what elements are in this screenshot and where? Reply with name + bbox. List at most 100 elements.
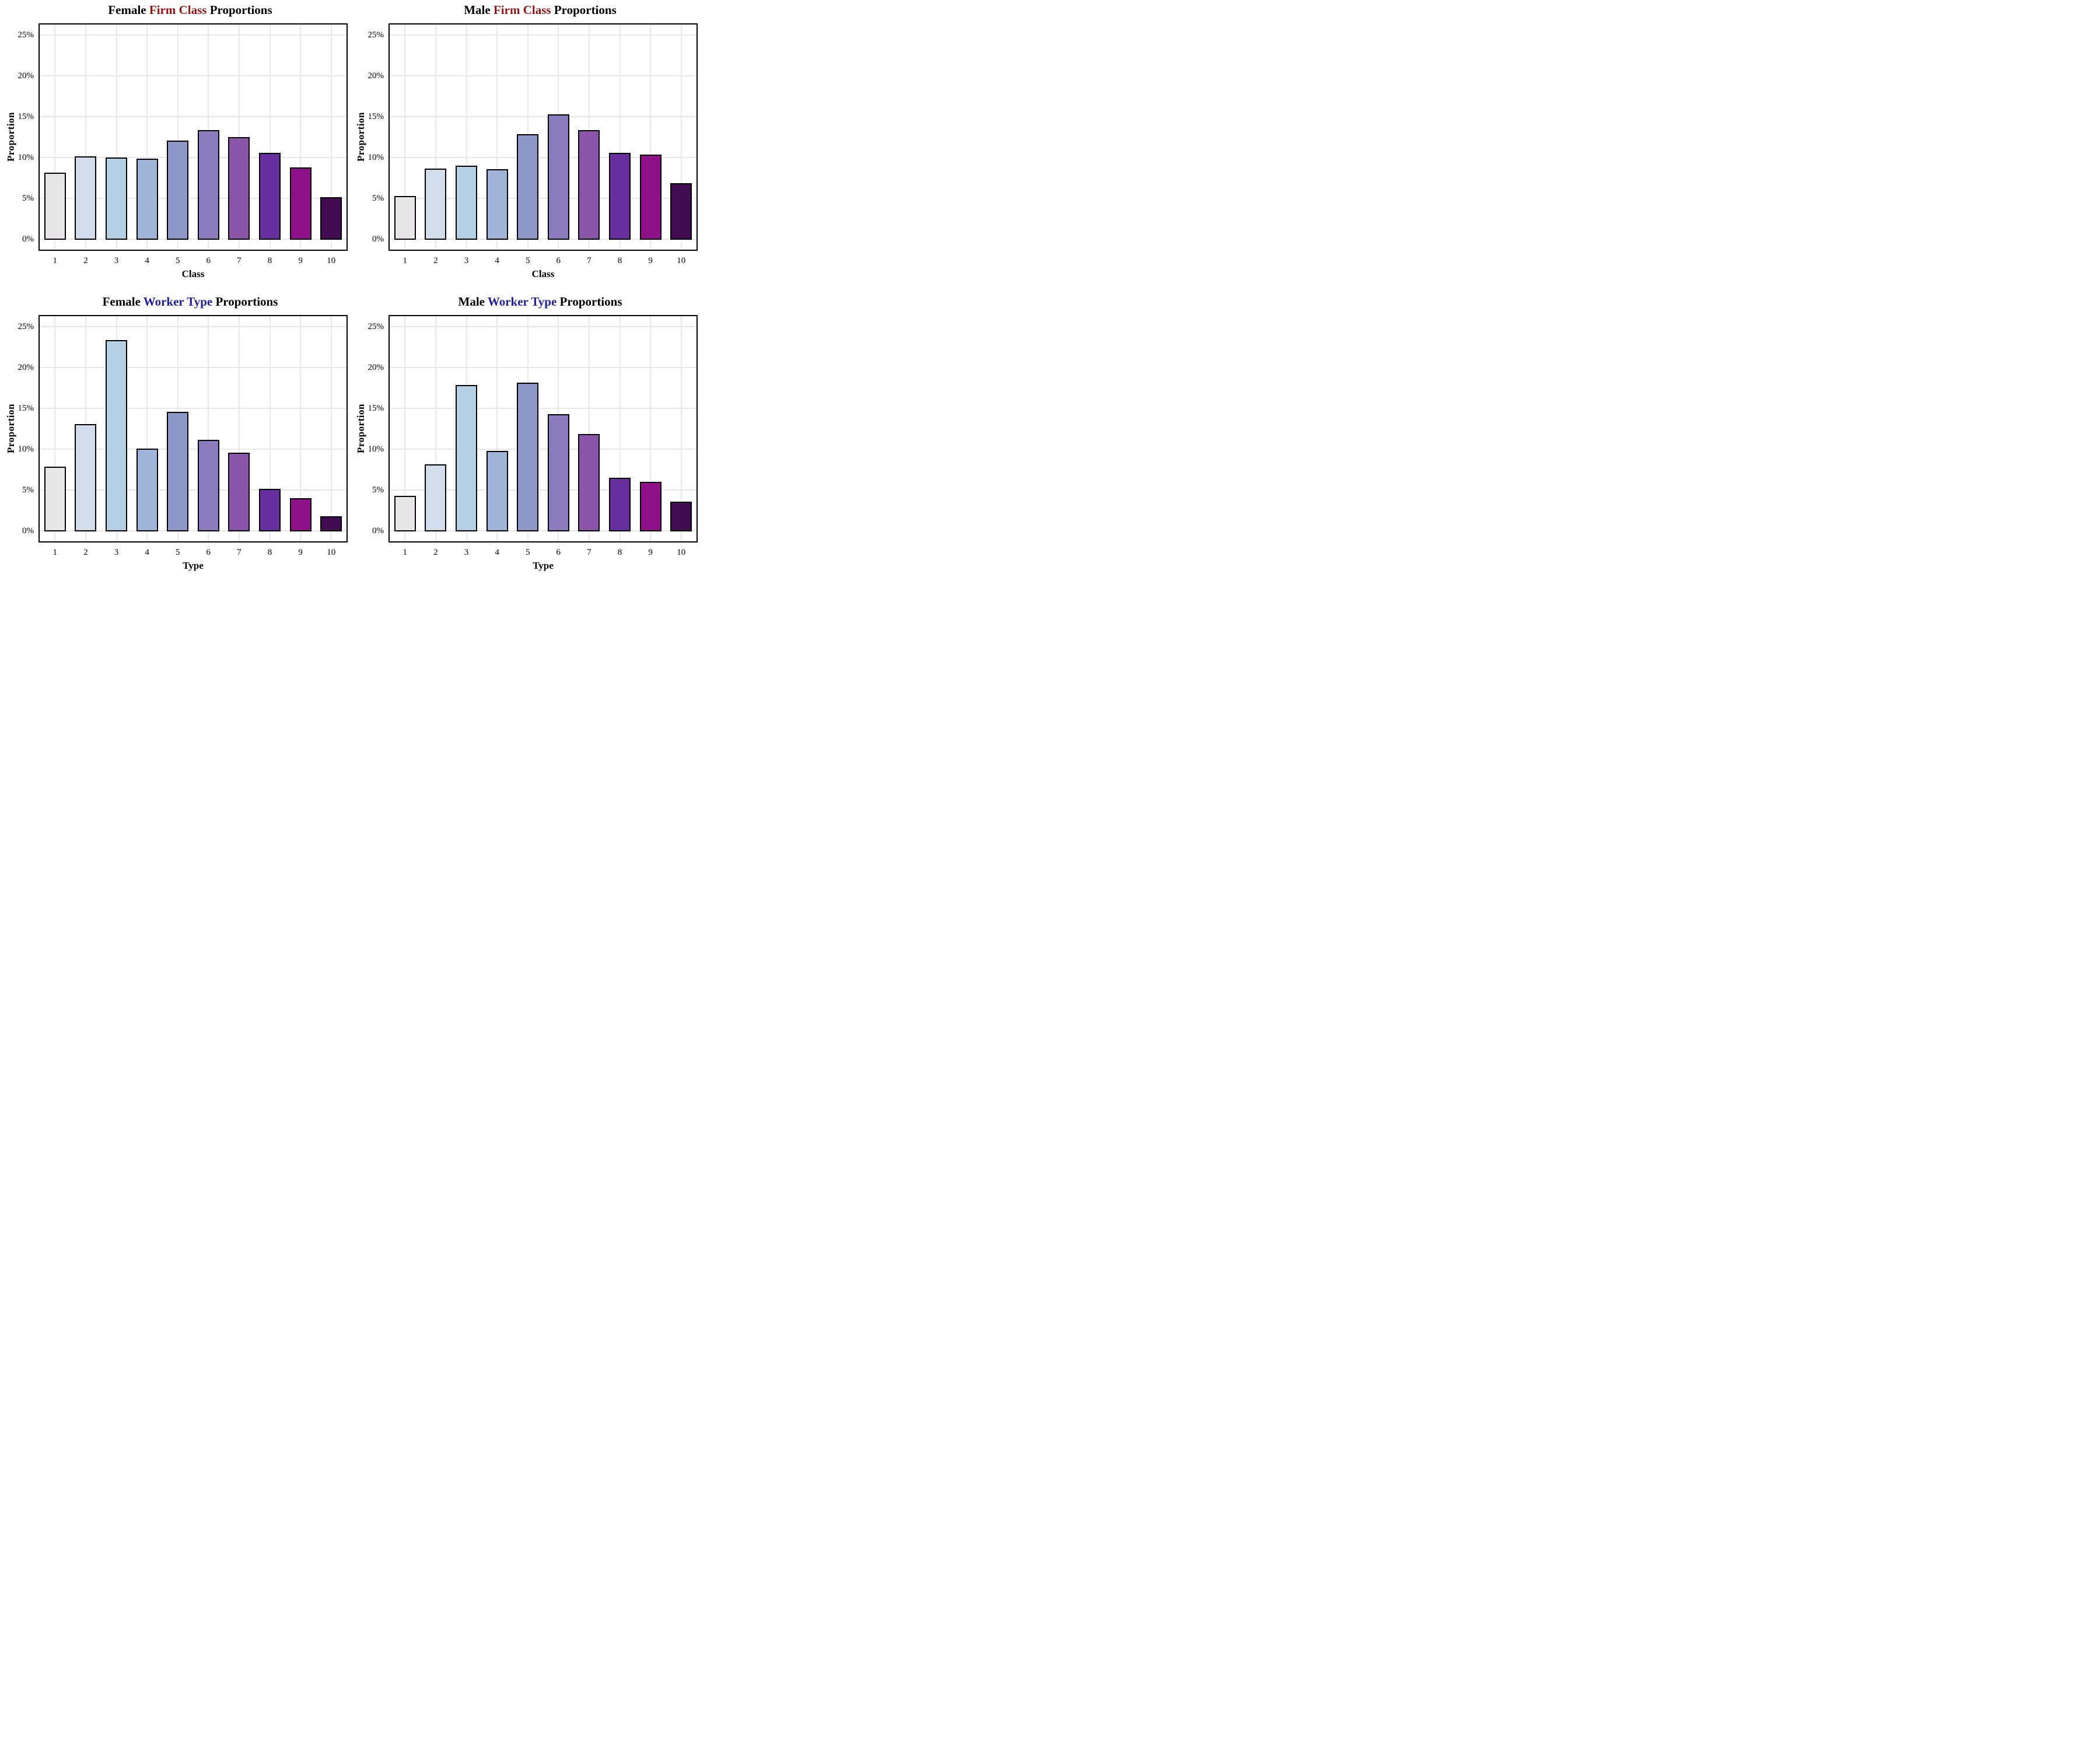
bar-2 [75,156,97,240]
x-tick-label: 7 [587,256,592,265]
chart-female-firm-class: Female Firm Class Proportions Proportion… [0,0,350,292]
x-tick-label: 5 [175,256,180,265]
gridline-horizontal [390,530,696,531]
title-suffix: Proportions [551,3,617,17]
x-tick-label: 10 [327,548,336,557]
y-tick-label: 25% [368,322,384,331]
bar-4 [136,449,158,531]
y-tick-label: 15% [368,404,384,413]
x-tick-label: 1 [402,548,408,557]
title-highlight: Firm Class [493,3,551,17]
gridline-vertical [330,24,332,250]
y-tick-label: 0% [372,526,384,536]
bar-5 [167,412,189,531]
bar-8 [609,478,631,531]
title-prefix: Male [458,295,488,309]
y-axis-label: Proportion [355,404,366,454]
bar-8 [609,153,631,240]
chart-male-firm-class: Male Firm Class Proportions Proportion C… [350,0,700,292]
gridline-horizontal [40,449,346,450]
x-tick-label: 3 [114,548,119,557]
title-highlight: Firm Class [149,3,207,17]
x-tick-label: 5 [175,548,180,557]
gridline-vertical [54,24,56,250]
title-prefix: Female [102,295,144,309]
y-tick-label: 20% [18,363,34,372]
x-tick-label: 3 [114,256,119,265]
bar-1 [394,196,416,240]
bar-10 [320,516,342,531]
gridline-vertical [680,24,682,250]
bar-6 [547,414,569,531]
gridline-horizontal [40,116,346,117]
x-tick-label: 4 [145,256,149,265]
bar-4 [486,451,508,531]
gridline-horizontal [390,239,696,240]
gridline-horizontal [40,75,346,76]
bar-9 [639,482,662,531]
bar-1 [44,466,66,531]
gridline-vertical [269,24,271,250]
y-tick-label: 5% [372,485,384,495]
x-tick-label: 9 [298,256,303,265]
gridline-horizontal [390,449,696,450]
y-tick-label: 0% [372,235,384,244]
y-axis-label: Proportion [5,404,16,454]
gridline-vertical [238,316,240,541]
x-tick-label: 8 [267,256,272,265]
plot-panel [388,23,698,251]
x-tick-label: 3 [464,256,469,265]
gridline-horizontal [390,157,696,158]
gridline-vertical [146,24,148,250]
x-tick-label: 10 [327,256,336,265]
chart-grid: Female Firm Class Proportions Proportion… [0,0,700,583]
x-tick-label: 8 [617,256,622,265]
bar-3 [456,166,477,240]
gridline-horizontal [40,489,346,491]
gridline-vertical [300,316,302,541]
x-tick-label: 2 [83,256,88,265]
bar-4 [486,169,508,240]
gridline-horizontal [40,530,346,531]
bar-3 [456,384,477,531]
gridline-horizontal [390,198,696,199]
plot-panel [38,23,348,251]
gridline-vertical [404,316,406,541]
gridline-vertical [146,316,148,541]
y-tick-label: 5% [372,194,384,203]
gridline-horizontal [40,157,346,158]
bar-2 [75,424,97,531]
bar-7 [578,130,600,240]
x-tick-label: 8 [267,548,272,557]
x-tick-label: 2 [433,256,438,265]
x-tick-label: 3 [464,548,469,557]
x-tick-label: 7 [237,256,242,265]
x-tick-label: 6 [206,548,211,557]
gridline-horizontal [40,34,346,36]
y-tick-label: 0% [22,526,34,536]
bar-10 [670,502,692,531]
chart-title: Female Firm Class Proportions [27,3,350,18]
y-tick-label: 10% [18,444,34,454]
y-tick-label: 25% [368,30,384,40]
gridline-vertical [435,316,436,541]
bar-5 [517,134,539,240]
bar-7 [228,137,250,240]
x-tick-label: 5 [525,548,530,557]
bar-9 [289,167,312,240]
chart-title: Female Worker Type Proportions [27,295,350,309]
x-axis-label: Class [531,268,555,279]
gridline-horizontal [390,489,696,491]
gridline-horizontal [40,408,346,409]
bar-2 [425,168,447,240]
x-tick-label: 8 [617,548,622,557]
gridline-horizontal [40,326,346,327]
gridline-vertical [650,316,652,541]
x-tick-label: 10 [677,548,686,557]
bar-9 [639,154,662,240]
chart-title: Male Worker Type Proportions [377,295,700,309]
gridline-vertical [466,24,467,250]
x-axis-label: Class [181,268,205,279]
gridline-horizontal [390,326,696,327]
bar-6 [197,130,219,240]
